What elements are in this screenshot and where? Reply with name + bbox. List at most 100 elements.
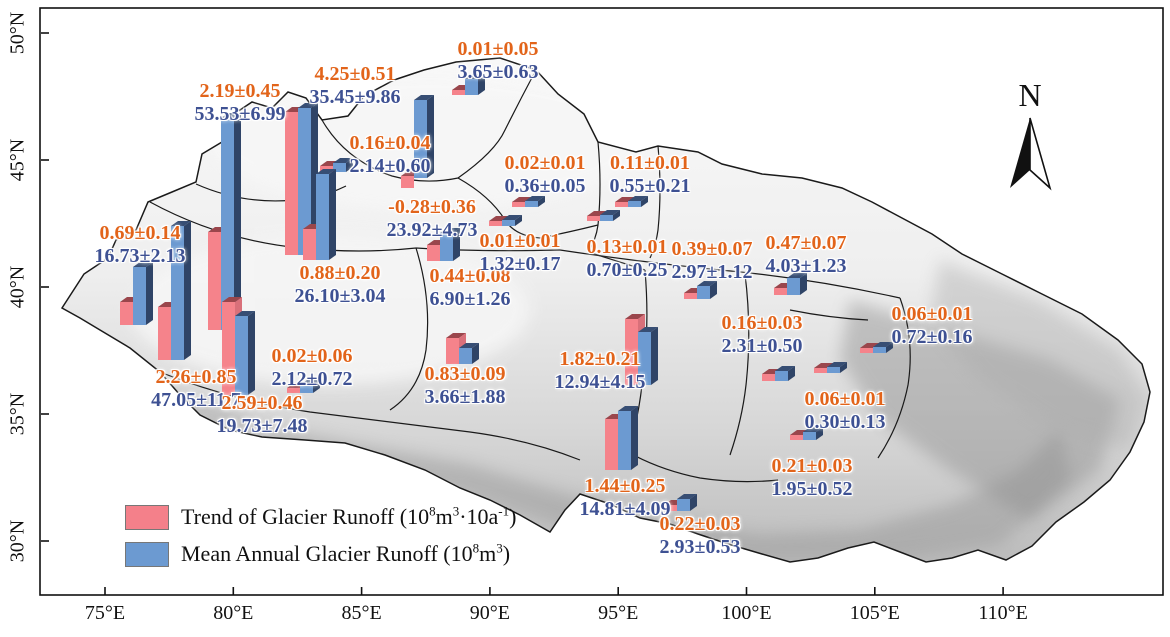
site-trend-value: 0.01±0.05 <box>457 38 539 60</box>
trend-bar <box>677 500 684 511</box>
mean-bar <box>298 108 311 255</box>
trend-bar <box>587 211 607 216</box>
mean-color-swatch <box>125 541 169 567</box>
x-axis-tick-label: 85°E <box>341 602 382 624</box>
trend-bar <box>133 297 140 325</box>
trend-bar <box>303 229 316 260</box>
mean-bar <box>775 366 795 371</box>
mean-bar <box>827 362 847 367</box>
mean-bar <box>788 366 795 381</box>
mean-bar <box>873 347 886 353</box>
site-trend-value: 0.02±0.01 <box>504 152 586 174</box>
trend-bar <box>320 161 340 166</box>
site-mean-value: 4.03±1.23 <box>765 255 847 277</box>
trend-legend-label: Trend of Glacier Runoff (108m3·10a-1) <box>181 503 517 529</box>
site-mean-value: 26.10±3.04 <box>294 285 386 307</box>
trend-bar <box>446 338 459 364</box>
site-mean-value: 19.73±7.48 <box>216 415 308 437</box>
mean-bar <box>329 169 336 260</box>
site-mean-value: 1.95±0.52 <box>771 478 853 500</box>
trend-bar <box>452 85 472 90</box>
mean-bar <box>146 262 153 325</box>
site-label: 0.11±0.01 0.55±0.21 <box>610 152 691 198</box>
site-mean-value: 0.55±0.21 <box>609 175 691 197</box>
mean-bar <box>618 411 631 470</box>
trend-bar <box>587 216 600 221</box>
trend-bar <box>158 307 171 360</box>
x-axis-tick-label: 100°E <box>721 602 772 624</box>
site-mean-value: 53.53±6.99 <box>194 103 286 125</box>
legend-row-mean: Mean Annual Glacier Runoff (108m3) <box>125 541 516 567</box>
trend-bar <box>459 333 466 364</box>
site-label: 0.88±0.20 26.10±3.04 <box>295 262 386 308</box>
site-label: 0.16±0.03 2.31±0.50 <box>722 312 803 358</box>
trend-bar <box>774 288 787 295</box>
trend-color-swatch <box>125 504 169 530</box>
mean-bar <box>840 362 847 373</box>
mean-bar <box>472 343 479 364</box>
x-axis-tick-label: 80°E <box>213 602 254 624</box>
site-mean-value: 12.94±4.15 <box>554 371 646 393</box>
trend-bar <box>320 166 333 172</box>
x-axis-tick-label: 105°E <box>849 602 900 624</box>
mean-bar <box>248 311 255 395</box>
north-arrow-right-half <box>1029 117 1052 191</box>
y-axis-tick-label: 45°N <box>6 138 29 182</box>
site-label: 1.44±0.25 14.81±4.09 <box>580 475 671 521</box>
site-mean-value: 3.66±1.88 <box>424 386 506 408</box>
site-mean-value: 0.72±0.16 <box>891 326 973 348</box>
site-trend-value: 4.25±0.51 <box>314 63 396 85</box>
trend-bar <box>208 227 228 232</box>
site-label: 1.82±0.21 12.94±4.15 <box>555 348 646 394</box>
trend-bar <box>628 197 635 207</box>
legend-row-trend: Trend of Glacier Runoff (108m3·10a-1) <box>125 504 516 530</box>
mean-bar <box>677 494 697 499</box>
site-label: 0.16±0.04 2.14±0.60 <box>350 132 431 178</box>
trend-bar <box>502 216 509 226</box>
mean-bar <box>600 210 620 215</box>
site-trend-value: 1.82±0.21 <box>559 348 641 370</box>
site-label: 0.02±0.01 0.36±0.05 <box>505 152 586 198</box>
legend: Trend of Glacier Runoff (108m3·10a-1) Me… <box>125 504 516 578</box>
site-trend-value: 0.88±0.20 <box>299 262 381 284</box>
site-label: 0.39±0.07 2.97±1.12 <box>672 238 753 284</box>
trend-bar <box>625 314 645 319</box>
trend-bar <box>285 112 298 255</box>
site-label: 0.69±0.14 16.73±2.13 <box>95 222 186 268</box>
trend-bar <box>298 107 305 255</box>
site-trend-value: 0.01±0.01 <box>479 230 561 252</box>
trend-bar <box>697 288 704 299</box>
trend-bar <box>427 245 440 261</box>
trend-bar <box>525 197 532 207</box>
mean-bar <box>873 342 893 347</box>
site-mean-value: 35.45±9.86 <box>309 86 401 108</box>
mean-bar <box>414 95 434 100</box>
mean-bar <box>651 327 658 385</box>
trend-bar <box>684 288 704 293</box>
mean-bar <box>311 103 318 255</box>
trend-bar <box>158 302 178 307</box>
trend-bar <box>787 283 794 295</box>
site-trend-value: 0.16±0.04 <box>349 132 431 154</box>
mean-bar <box>677 499 690 511</box>
trend-bar <box>446 333 466 338</box>
site-label: 2.59±0.46 19.73±7.48 <box>217 392 308 438</box>
trend-bar <box>489 216 509 221</box>
mean-bar <box>618 406 638 411</box>
mean-bar <box>638 327 658 332</box>
site-trend-value: 0.47±0.07 <box>765 232 847 254</box>
mean-bar <box>787 278 800 295</box>
site-trend-value: 2.26±0.85 <box>155 366 237 388</box>
site-trend-value: 1.44±0.25 <box>584 475 666 497</box>
site-mean-value: 23.92±4.73 <box>386 219 478 241</box>
site-trend-value: 0.69±0.14 <box>99 222 181 244</box>
trend-bar <box>465 85 472 95</box>
site-label: 4.25±0.51 35.45±9.86 <box>310 63 401 109</box>
site-mean-value: 2.14±0.60 <box>349 155 431 177</box>
trend-bar <box>860 348 873 353</box>
site-mean-value: 0.36±0.05 <box>504 175 586 197</box>
mean-bar <box>690 494 697 511</box>
x-axis-tick-label: 90°E <box>469 602 510 624</box>
mean-bar <box>502 220 515 226</box>
